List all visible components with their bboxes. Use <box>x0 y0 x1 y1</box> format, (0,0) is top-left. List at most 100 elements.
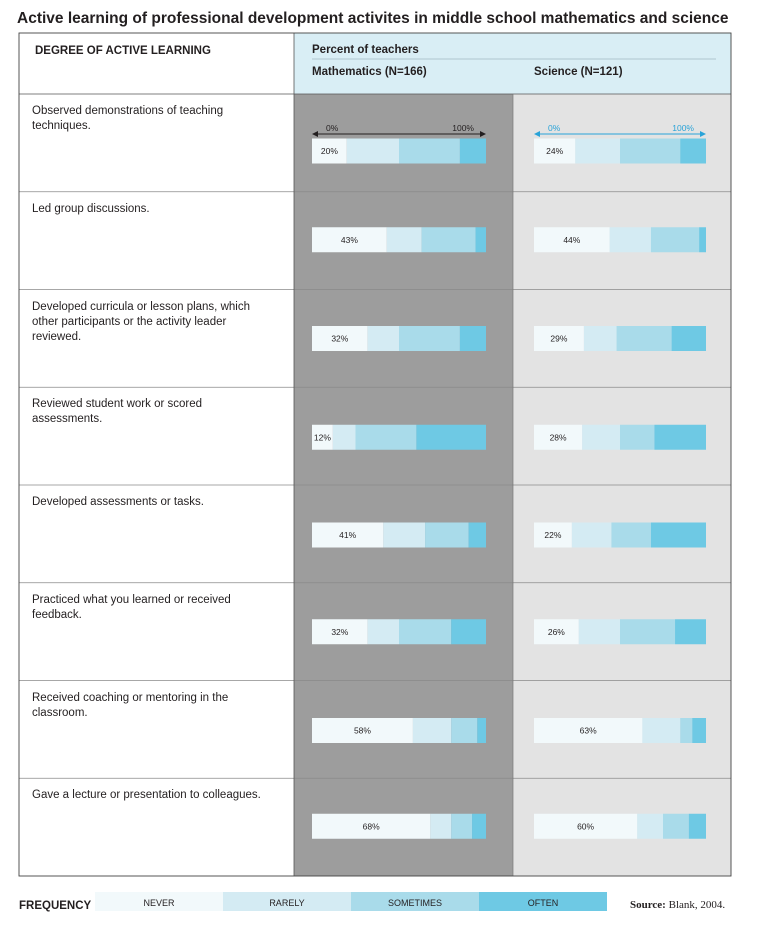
science-bar-4-never <box>534 522 572 548</box>
mathematics-bar-2-often <box>459 326 486 351</box>
legend-label: FREQUENCY <box>19 900 92 912</box>
mathematics-bar-5-sometimes <box>399 619 452 645</box>
mathematics-bar-7-label: 68% <box>363 821 380 831</box>
source-note: Source: Blank, 2004. <box>630 899 725 911</box>
mathematics-bar-1-often <box>475 227 486 253</box>
category-label: Gave a lecture or presentation to collea… <box>32 789 261 802</box>
chart-title: Active learning of professional developm… <box>17 10 729 27</box>
mathematics-bar-3-label: 12% <box>314 432 331 442</box>
legend-swatch-rarely <box>223 892 351 911</box>
mathematics-bar-7-often <box>472 813 486 839</box>
science-bar-7-sometimes <box>663 813 689 839</box>
mathematics-bar-5-often <box>451 619 486 645</box>
science-bar-1-often <box>699 227 706 253</box>
science-bar-2-often <box>671 326 706 351</box>
science-bar-2-sometimes <box>616 326 672 351</box>
science-bar-3-label: 28% <box>550 432 567 442</box>
mathematics-bar-6-label: 58% <box>354 726 371 736</box>
mathematics-bar-0-label: 20% <box>321 146 338 156</box>
science-bar-7-often <box>688 813 706 839</box>
science-bar-5-rarely <box>578 619 620 645</box>
mathematics-bar-7-sometimes <box>451 813 473 839</box>
mathematics-bar-6-rarely <box>412 718 452 743</box>
science-bar-3-never <box>534 424 583 450</box>
science-bar-5-often <box>675 619 706 645</box>
science-bar-3-sometimes <box>620 424 655 450</box>
science-bar-0-often <box>680 138 706 164</box>
mathematics-bar-0-often <box>459 138 486 164</box>
legend-swatch-never <box>95 892 223 911</box>
science-bar-6-often <box>692 718 706 743</box>
mathematics-bar-3-sometimes <box>355 424 417 450</box>
mathematics-bar-0-never <box>312 138 347 164</box>
mathematics-bar-0-sometimes <box>399 138 460 164</box>
science-bar-6-sometimes <box>680 718 693 743</box>
science-bar-1-rarely <box>609 227 651 253</box>
mathematics-bar-4-sometimes <box>425 522 469 548</box>
mathematics-bar-5-never <box>312 619 368 645</box>
science-bar-4-rarely <box>571 522 612 548</box>
legend-entry-often: OFTEN <box>527 898 559 908</box>
math-scale-max-label: 100% <box>452 123 474 133</box>
source-label: Source: <box>630 899 666 911</box>
science-bar-6-never <box>534 718 643 743</box>
mathematics-bar-2-rarely <box>367 326 399 351</box>
science-bar-0-never <box>534 138 576 164</box>
science-bar-4-often <box>650 522 706 548</box>
mathematics-bar-7-never <box>312 813 431 839</box>
science-bar-2-never <box>534 326 584 351</box>
legend-entry-rarely: RARELY <box>269 898 305 908</box>
science-bar-1-never <box>534 227 610 253</box>
category-label: Reviewed student work or scored assessme… <box>32 398 203 426</box>
math-scale-arrow-left <box>312 131 318 137</box>
science-bar-2-rarely <box>583 326 617 351</box>
legend-swatch-sometimes <box>351 892 479 911</box>
mathematics-bar-2-label: 32% <box>331 334 348 344</box>
mathematics-bar-0-rarely <box>346 138 399 164</box>
legend-entry-never: NEVER <box>143 898 175 908</box>
science-bar-5-never <box>534 619 579 645</box>
category-label: Practiced what you learned or received f… <box>32 593 231 621</box>
science-bar-5-sometimes <box>620 619 676 645</box>
science-bar-3-rarely <box>582 424 620 450</box>
science-bar-6-rarely <box>642 718 681 743</box>
science-bar-5-label: 26% <box>548 627 565 637</box>
mathematics-bar-6-never <box>312 718 413 743</box>
math-scale-min-label: 0% <box>326 123 339 133</box>
science-scale-arrow-left <box>534 131 540 137</box>
mathematics-bar-6-often <box>477 718 486 743</box>
mathematics-bar-3-never <box>312 424 333 450</box>
mathematics-bar-5-label: 32% <box>331 627 348 637</box>
mathematics-bar-4-label: 41% <box>339 530 356 540</box>
science-scale-min-label: 0% <box>548 123 561 133</box>
category-label: Led group discussions. <box>32 202 150 215</box>
science-bar-6-label: 63% <box>580 726 597 736</box>
legend-entry-sometimes: SOMETIMES <box>387 898 442 908</box>
category-label: Received coaching or mentoring in the cl… <box>32 691 229 719</box>
category-label: Observed demonstrations of teaching tech… <box>32 105 224 132</box>
science-bar-0-rarely <box>575 138 620 164</box>
science-bar-2-label: 29% <box>550 334 567 344</box>
category-label: Developed curricula or lesson plans, whi… <box>32 300 250 343</box>
source-text: Blank, 2004. <box>668 899 726 911</box>
science-bar-1-label: 44% <box>563 235 580 245</box>
mathematics-bar-3-often <box>416 424 486 450</box>
mathematics-bar-1-sometimes <box>421 227 476 253</box>
mathematics-bar-3-rarely <box>332 424 356 450</box>
science-bar-3-often <box>654 424 706 450</box>
science-bar-7-never <box>534 813 638 839</box>
mathematics-bar-4-never <box>312 522 384 548</box>
header-degree: DEGREE OF ACTIVE LEARNING <box>35 45 211 57</box>
header-mathematics: Mathematics (N=166) <box>312 66 427 78</box>
science-bar-7-label: 60% <box>577 821 594 831</box>
science-bar-0-label: 24% <box>546 146 563 156</box>
science-scale-arrow-right <box>700 131 706 137</box>
mathematics-bar-5-rarely <box>367 619 399 645</box>
header-right-bg <box>294 33 731 94</box>
mathematics-bar-7-rarely <box>430 813 452 839</box>
category-label: Developed assessments or tasks. <box>32 496 204 508</box>
mathematics-bar-2-sometimes <box>399 326 460 351</box>
header-science: Science (N=121) <box>534 66 623 78</box>
math-scale-arrow-right <box>480 131 486 137</box>
